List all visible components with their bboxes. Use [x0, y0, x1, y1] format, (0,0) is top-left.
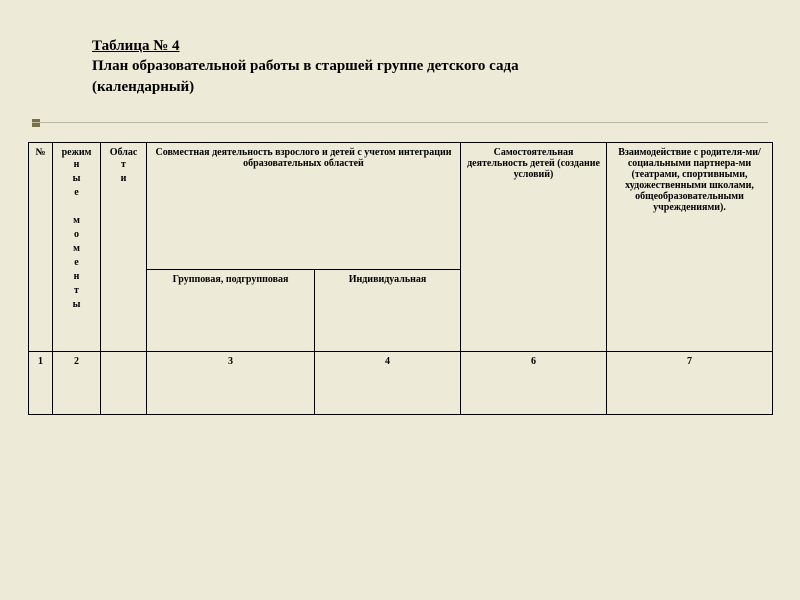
col-subheader-individual: Индивидуальная: [315, 270, 461, 352]
heading-line-2: (календарный): [92, 79, 194, 95]
num-cell-6: 6: [461, 352, 607, 415]
oblasti-vertical-text: ти: [105, 158, 142, 186]
rule-marker: [32, 119, 40, 127]
col-header-self-activity: Самостоятельная деятельность детей (созд…: [461, 143, 607, 352]
oblasti-label: Облас: [110, 147, 138, 158]
num-cell-3: [101, 352, 147, 415]
table-label: Таблица № 4: [92, 38, 180, 54]
col-header-oblasti: Облас ти: [101, 143, 147, 352]
col-subheader-group: Групповая, подгрупповая: [147, 270, 315, 352]
heading-line-1: План образовательной работы в старшей гр…: [92, 58, 519, 74]
col-header-number: №: [29, 143, 53, 352]
num-cell-2: 2: [53, 352, 101, 415]
num-cell-4: 3: [147, 352, 315, 415]
page-title: Таблица № 4 План образовательной работы …: [92, 36, 712, 97]
rezhim-vertical-text: ныемоменты: [57, 158, 96, 312]
col-header-rezhim: режим ныемоменты: [53, 143, 101, 352]
number-row: 1 2 3 4 6 7: [29, 352, 773, 415]
plan-table: № режим ныемоменты Облас ти Совместная д…: [28, 142, 773, 415]
num-cell-1: 1: [29, 352, 53, 415]
col-header-joint-activity: Совместная деятельность взрослого и дете…: [147, 143, 461, 270]
col-header-interaction: Взаимодействие с родителя-ми/ социальным…: [607, 143, 773, 352]
rezhim-label: режим: [62, 147, 92, 158]
header-row-1: № режим ныемоменты Облас ти Совместная д…: [29, 143, 773, 270]
horizontal-rule: [32, 122, 768, 123]
num-cell-5: 4: [315, 352, 461, 415]
plan-table-wrapper: № режим ныемоменты Облас ти Совместная д…: [28, 142, 772, 415]
num-cell-7: 7: [607, 352, 773, 415]
